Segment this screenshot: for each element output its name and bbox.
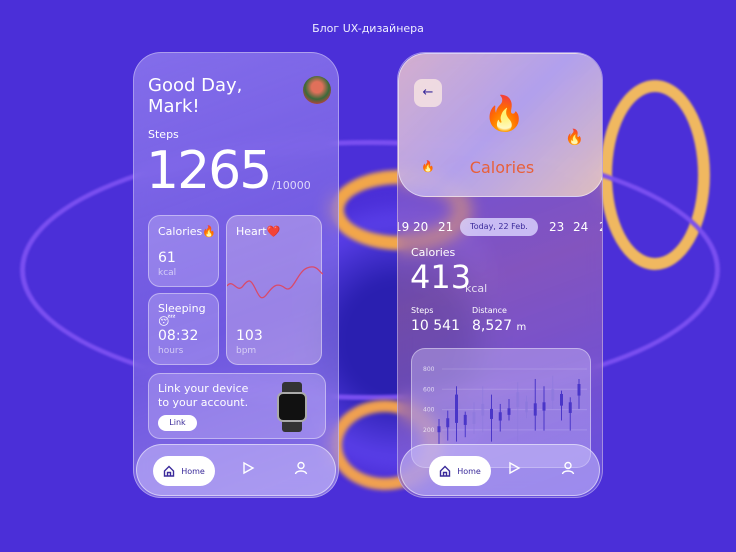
candle-body bbox=[463, 414, 467, 425]
steps-value: 1265 bbox=[146, 141, 272, 201]
profile-icon[interactable] bbox=[294, 461, 308, 475]
heart-card-label: Heart❤️ bbox=[236, 225, 281, 238]
calories-unit: kcal bbox=[465, 282, 488, 295]
date-item[interactable]: 19 bbox=[398, 220, 410, 234]
sleeping-card-unit: hours bbox=[158, 346, 184, 356]
candle-body bbox=[498, 412, 502, 421]
link-device-card: Link your device to your account. Link bbox=[148, 373, 326, 439]
steps-label: Steps bbox=[148, 128, 179, 141]
profile-icon[interactable] bbox=[561, 461, 575, 475]
calories-screen-phone: ← 🔥 🔥 🔥 Calories 19 20 21 Today, 22 Feb.… bbox=[397, 52, 603, 498]
date-item[interactable]: 25 bbox=[599, 220, 602, 234]
calories-card-value: 61 bbox=[158, 250, 176, 266]
greeting: Good Day, Mark! bbox=[148, 75, 242, 117]
heart-card-unit: bpm bbox=[236, 346, 257, 356]
bottom-navigation: Home bbox=[400, 444, 600, 496]
link-button[interactable]: Link bbox=[158, 415, 197, 431]
candle-body bbox=[542, 402, 546, 411]
calories-card-unit: kcal bbox=[158, 268, 177, 278]
date-item[interactable]: 21 bbox=[438, 220, 454, 234]
date-item[interactable]: 24 bbox=[573, 220, 589, 234]
nav-home-label: Home bbox=[181, 466, 205, 476]
candle-body bbox=[577, 384, 581, 396]
candlestick-chart: 800 600 400 200 bbox=[423, 366, 587, 444]
distance-label: Distance bbox=[472, 306, 507, 315]
distance-unit: m bbox=[516, 322, 527, 333]
candle-body bbox=[525, 401, 528, 413]
y-tick-label: 200 bbox=[423, 427, 435, 434]
calories-card-label: Calories🔥 bbox=[158, 225, 216, 238]
steps-label: Steps bbox=[411, 306, 434, 315]
candle-body bbox=[472, 412, 476, 424]
heart-card[interactable]: Heart❤️ 103 bpm bbox=[226, 215, 323, 365]
date-item[interactable]: 20 bbox=[413, 220, 429, 234]
heart-rate-line bbox=[227, 266, 323, 299]
candle-body bbox=[533, 403, 537, 416]
smartwatch-image bbox=[277, 382, 307, 432]
date-selector: 19 20 21 Today, 22 Feb. 23 24 25 bbox=[398, 218, 602, 238]
candle-body bbox=[568, 402, 572, 413]
back-button[interactable]: ← bbox=[414, 79, 442, 107]
candle-body bbox=[437, 426, 441, 433]
nav-home-button[interactable]: Home bbox=[429, 456, 491, 486]
sleeping-card[interactable]: Sleeping😴 08:32 hours bbox=[148, 293, 219, 365]
date-item-selected[interactable]: Today, 22 Feb. bbox=[460, 218, 538, 236]
y-tick-label: 600 bbox=[423, 386, 435, 393]
sleeping-card-label: Sleeping😴 bbox=[158, 302, 206, 328]
nav-home-button[interactable]: Home bbox=[153, 456, 215, 486]
candle-body bbox=[507, 408, 511, 415]
candle-body bbox=[446, 418, 450, 428]
calories-value: 413 bbox=[410, 258, 472, 296]
y-tick-label: 800 bbox=[423, 366, 435, 373]
fire-icon: 🔥 bbox=[483, 94, 526, 134]
fire-icon: 🔥 bbox=[565, 128, 584, 146]
avatar[interactable] bbox=[303, 76, 331, 104]
calories-card[interactable]: Calories🔥 61 kcal bbox=[148, 215, 219, 287]
candle-body bbox=[516, 392, 520, 408]
date-item[interactable]: 23 bbox=[549, 220, 565, 234]
home-icon bbox=[439, 465, 451, 477]
arrow-left-icon: ← bbox=[422, 85, 434, 100]
candle-body bbox=[490, 408, 493, 419]
calories-header-card: ← 🔥 🔥 🔥 Calories bbox=[398, 53, 602, 197]
sleeping-card-value: 08:32 bbox=[158, 328, 199, 344]
greeting-name: Mark! bbox=[148, 96, 200, 117]
home-screen-phone: Good Day, Mark! Steps 1265 /10000 Calori… bbox=[133, 52, 339, 498]
link-card-text: Link your device bbox=[158, 382, 249, 395]
candle-body bbox=[560, 393, 563, 406]
greeting-line: Good Day, bbox=[148, 75, 243, 96]
distance-value: 8,527 m bbox=[472, 318, 526, 334]
steps-value: 10 541 bbox=[411, 318, 460, 334]
distance-number: 8,527 bbox=[472, 318, 513, 334]
steps-goal: /10000 bbox=[272, 179, 311, 192]
bottom-navigation: Home bbox=[136, 444, 336, 496]
play-icon[interactable] bbox=[241, 461, 255, 475]
blog-title: Блог UX-дизайнера bbox=[312, 22, 424, 35]
play-icon[interactable] bbox=[507, 461, 521, 475]
y-tick-label: 400 bbox=[423, 407, 435, 414]
candle-body bbox=[455, 394, 458, 423]
fire-icon: 🔥 bbox=[421, 160, 435, 173]
home-icon bbox=[163, 465, 175, 477]
link-card-text: to your account. bbox=[158, 396, 249, 409]
calories-title: Calories bbox=[469, 158, 535, 177]
candle-body bbox=[551, 388, 555, 401]
heart-card-value: 103 bbox=[236, 328, 263, 344]
candle-body bbox=[481, 403, 485, 416]
calories-label: Calories bbox=[411, 246, 456, 259]
nav-home-label: Home bbox=[457, 466, 481, 476]
